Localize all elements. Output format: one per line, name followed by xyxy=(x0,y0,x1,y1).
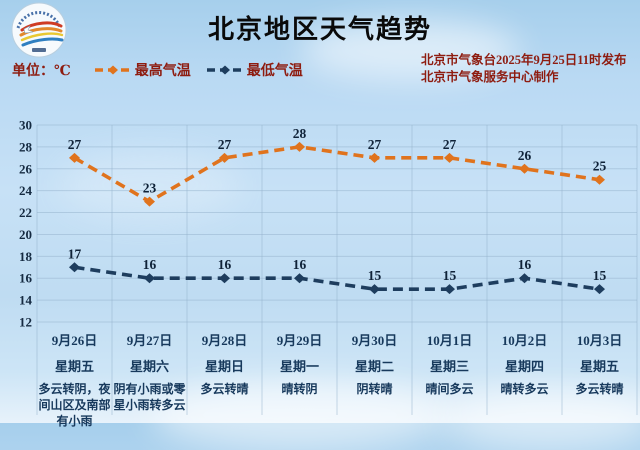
y-axis-label: 14 xyxy=(19,293,33,308)
legend-item-low-temp: 最低气温 xyxy=(206,60,303,80)
weekday-label: 星期六 xyxy=(129,359,169,374)
y-axis-label: 12 xyxy=(19,315,32,330)
low-temp-value-label: 15 xyxy=(368,268,382,283)
high-temp-point xyxy=(594,174,605,185)
weather-label: 多云转阴，夜间山区及南部有小雨 xyxy=(38,382,111,428)
weekday-label: 星期日 xyxy=(204,359,244,374)
y-axis-label: 16 xyxy=(19,271,33,286)
date-label: 9月30日 xyxy=(351,333,398,348)
weekday-label: 星期二 xyxy=(354,359,394,374)
weather-label: 晴间多云 xyxy=(425,382,474,396)
legend-label: 最低气温 xyxy=(246,64,303,79)
issued-line-2: 北京市气象服务中心制作 xyxy=(421,69,559,84)
page-title: 北京地区天气趋势 xyxy=(207,15,432,44)
y-axis-label: 22 xyxy=(19,205,32,220)
issued-line-1: 北京市气象台2025年9月25日11时发布 xyxy=(421,53,627,67)
weather-label: 多云转晴 xyxy=(200,382,249,396)
high-temp-value-label: 27 xyxy=(218,137,232,152)
meteorological-service-logo-icon xyxy=(11,2,67,58)
day-column: 9月27日星期六阴有小雨或零星小雨转多云 xyxy=(112,330,187,429)
day-column: 9月28日星期日多云转晴 xyxy=(187,330,262,429)
day-column: 9月29日星期一晴转阴 xyxy=(262,330,337,429)
weekday-label: 星期五 xyxy=(579,359,619,374)
y-axis-label: 30 xyxy=(19,118,32,133)
y-axis-label: 24 xyxy=(19,183,33,198)
high-temp-line xyxy=(73,145,600,204)
day-column: 9月26日星期五多云转阴，夜间山区及南部有小雨 xyxy=(37,330,112,429)
day-column: 10月3日星期五多云转晴 xyxy=(562,330,637,429)
legend: 最高气温 最低气温 xyxy=(94,60,303,80)
high-temp-value-label: 25 xyxy=(593,159,607,174)
legend-item-high-temp: 最高气温 xyxy=(94,60,191,80)
high-temp-value-label: 28 xyxy=(293,126,307,141)
high-temp-point xyxy=(519,163,530,174)
weather-label: 阴有小雨或零星小雨转多云 xyxy=(113,382,186,412)
issuer-block: 北京市气象台2025年9月25日11时发布 北京市气象服务中心制作 xyxy=(421,52,627,85)
weather-label: 多云转晴 xyxy=(575,382,624,396)
low-temp-value-label: 15 xyxy=(593,268,607,283)
weather-label: 晴转多云 xyxy=(500,382,549,396)
low-temp-value-label: 16 xyxy=(518,257,532,272)
legend-label: 最高气温 xyxy=(134,64,191,79)
weekday-label: 星期五 xyxy=(54,359,94,374)
high-temp-point xyxy=(444,152,455,163)
high-temp-value-label: 27 xyxy=(68,137,82,152)
weather-label: 阴转晴 xyxy=(356,382,393,396)
high-temp-point xyxy=(294,141,305,152)
high-temp-point xyxy=(69,152,80,163)
low-temp-point xyxy=(594,284,605,295)
weekday-label: 星期四 xyxy=(504,359,544,374)
date-label: 10月1日 xyxy=(426,333,473,348)
low-temp-point xyxy=(294,273,305,284)
chart-svg: 12 14 16 18 20 22 24 26 28 30 27 23 27 28 27 27 26 25 17 16… xyxy=(19,118,638,415)
day-column: 10月2日星期四晴转多云 xyxy=(487,330,562,429)
low-temp-line xyxy=(74,265,600,291)
date-label: 10月2日 xyxy=(501,333,548,348)
low-temp-point xyxy=(219,273,230,284)
high-temp-point xyxy=(144,196,155,207)
low-temp-point xyxy=(144,273,155,284)
low-temp-value-label: 16 xyxy=(293,257,307,272)
weather-label: 晴转阴 xyxy=(281,382,318,396)
legend-line-sample-icon xyxy=(94,65,131,75)
high-temp-value-label: 27 xyxy=(443,137,457,152)
y-axis-label: 26 xyxy=(19,161,33,176)
day-table: 9月26日 星期五 多云转阴，夜间山区及南部有小雨 9月27日 星期六 阴有小雨或零星小雨… xyxy=(37,330,637,429)
high-temp-point xyxy=(369,152,380,163)
date-label: 10月3日 xyxy=(576,333,623,348)
low-temp-value-label: 15 xyxy=(443,268,457,283)
low-temp-point xyxy=(369,284,380,295)
y-axis-label: 20 xyxy=(19,227,32,242)
high-temp-value-label: 23 xyxy=(143,181,157,196)
legend-row: 单位：℃ 最高气温 最低气温 xyxy=(12,60,303,80)
high-temp-point xyxy=(219,152,230,163)
date-label: 9月26日 xyxy=(51,333,98,348)
y-axis-label: 28 xyxy=(19,139,33,154)
low-temp-point xyxy=(444,284,455,295)
low-temp-value-label: 16 xyxy=(143,257,157,272)
unit-label: 单位：℃ xyxy=(12,64,71,79)
weekday-label: 星期三 xyxy=(429,359,469,374)
legend-line-sample-icon xyxy=(206,65,243,75)
date-label: 9月27日 xyxy=(126,333,173,348)
low-temp-value-label: 16 xyxy=(218,257,232,272)
day-column: 9月30日星期二阴转晴 xyxy=(337,330,412,429)
day-column: 10月1日星期三晴间多云 xyxy=(412,330,487,429)
y-axis-label: 18 xyxy=(19,249,33,264)
low-temp-value-label: 17 xyxy=(68,246,82,261)
high-temp-value-label: 26 xyxy=(518,148,532,163)
date-label: 9月29日 xyxy=(276,333,323,348)
date-label: 9月28日 xyxy=(201,333,248,348)
low-temp-point xyxy=(519,273,530,284)
weekday-label: 星期一 xyxy=(279,359,319,374)
high-temp-value-label: 27 xyxy=(368,137,382,152)
low-temp-point xyxy=(69,262,80,273)
